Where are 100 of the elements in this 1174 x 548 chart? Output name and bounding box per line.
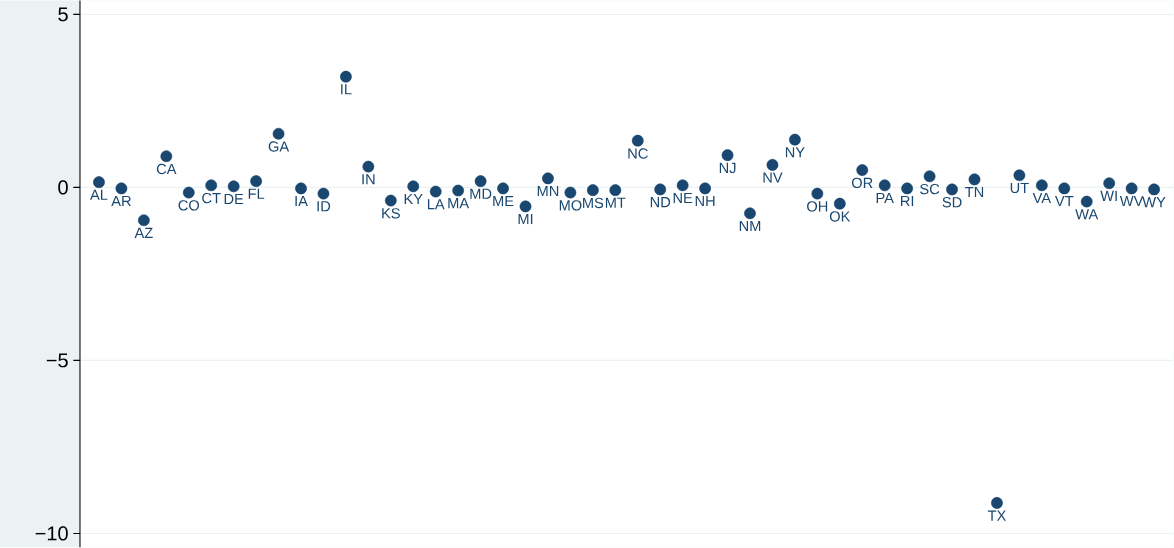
point xyxy=(340,70,352,83)
point xyxy=(811,187,824,200)
x-tick-label: IA xyxy=(295,196,308,207)
x-tick-label: WA xyxy=(1075,209,1099,220)
x-tick-label: KY xyxy=(404,194,423,205)
x-tick-label: CT xyxy=(202,193,221,204)
point xyxy=(519,200,532,213)
x-tick-label: WV xyxy=(1119,196,1144,207)
point xyxy=(138,214,150,227)
point xyxy=(586,184,599,197)
x-tick-label: MA xyxy=(448,198,470,209)
x-tick-label: IL xyxy=(341,84,352,95)
point xyxy=(1148,183,1160,196)
point xyxy=(452,184,465,197)
point xyxy=(766,159,779,171)
x-tick-label: KS xyxy=(382,208,400,219)
x-tick-label: ID xyxy=(317,201,331,212)
x-tick-label: MD xyxy=(470,188,492,199)
point xyxy=(542,172,554,185)
x-tick-label: LA xyxy=(427,199,445,210)
x-tick-label: NC xyxy=(628,148,648,159)
x-tick-label: RI xyxy=(901,196,914,207)
x-tick-label: GA xyxy=(268,141,290,152)
x-tick-label: WY xyxy=(1142,197,1166,208)
point xyxy=(901,182,914,195)
point xyxy=(699,182,711,195)
x-tick-label: VA xyxy=(1032,193,1052,204)
x-tick-label: NV xyxy=(763,172,783,183)
point xyxy=(789,133,801,146)
point xyxy=(676,179,689,192)
point xyxy=(721,149,734,162)
point xyxy=(1103,177,1116,190)
point xyxy=(833,197,846,210)
point xyxy=(407,180,420,193)
x-tick-label: ND xyxy=(650,197,671,208)
x-tick-label: CA xyxy=(156,163,177,175)
y-tick-label: −5 xyxy=(46,353,68,368)
point xyxy=(317,187,330,200)
x-tick-label: NJ xyxy=(719,162,736,174)
point xyxy=(362,160,375,173)
point xyxy=(182,186,195,199)
x-tick-label: UT xyxy=(1010,182,1029,194)
point xyxy=(856,164,869,177)
x-tick-label: TN xyxy=(965,187,984,198)
x-tick-label: CO xyxy=(178,200,200,211)
x-tick-label: VT xyxy=(1054,196,1074,207)
x-tick-label: NY xyxy=(785,147,805,158)
point xyxy=(295,182,307,195)
x-tick-label: TX xyxy=(987,510,1006,521)
point xyxy=(272,127,285,140)
point xyxy=(474,175,487,188)
point xyxy=(631,134,644,147)
x-tick-label: SD xyxy=(942,197,962,208)
x-tick-label: NE xyxy=(673,193,693,204)
x-tick-label: MT xyxy=(605,197,626,208)
point xyxy=(93,176,105,189)
point xyxy=(946,183,958,196)
x-tick-label: PA xyxy=(876,193,894,204)
x-tick-label: DE xyxy=(224,194,244,205)
point xyxy=(227,180,240,193)
point xyxy=(878,179,891,192)
x-tick-label: SC xyxy=(920,184,940,195)
point xyxy=(923,170,936,183)
point xyxy=(1013,169,1026,182)
point xyxy=(609,184,622,197)
x-tick-label: OK xyxy=(829,211,851,222)
point xyxy=(384,194,397,207)
point xyxy=(160,150,173,163)
x-tick-label: FL xyxy=(248,188,265,199)
point xyxy=(205,179,218,192)
point xyxy=(429,185,442,198)
point xyxy=(564,186,577,199)
point xyxy=(1080,195,1093,208)
x-tick-label: MO xyxy=(559,200,582,211)
point xyxy=(991,497,1003,509)
point xyxy=(250,175,262,188)
x-tick-label: MS xyxy=(583,197,604,209)
point xyxy=(744,207,756,220)
x-tick-label: MN xyxy=(537,186,559,197)
x-tick-label: AZ xyxy=(134,227,153,239)
point xyxy=(968,173,981,186)
point xyxy=(654,183,667,196)
x-tick-label: AL xyxy=(90,189,108,200)
x-tick-label: AR xyxy=(111,196,131,207)
x-tick-label: IN xyxy=(362,174,375,185)
x-tick-label: OH xyxy=(807,201,828,212)
point xyxy=(1035,179,1048,192)
x-tick-label: NH xyxy=(695,196,715,207)
point xyxy=(497,182,509,195)
point xyxy=(1125,182,1138,195)
x-tick-label: OR xyxy=(851,177,873,189)
y-tick-label: 5 xyxy=(58,7,68,22)
x-tick-label: WI xyxy=(1100,190,1117,202)
x-tick-label: MI xyxy=(518,214,533,225)
x-tick-label: NM xyxy=(739,221,761,232)
point xyxy=(115,182,128,195)
point xyxy=(1058,182,1071,195)
y-tick-label: −10 xyxy=(35,526,68,541)
x-tick-label: ME xyxy=(493,196,514,207)
y-tick-label: 0 xyxy=(58,180,68,195)
